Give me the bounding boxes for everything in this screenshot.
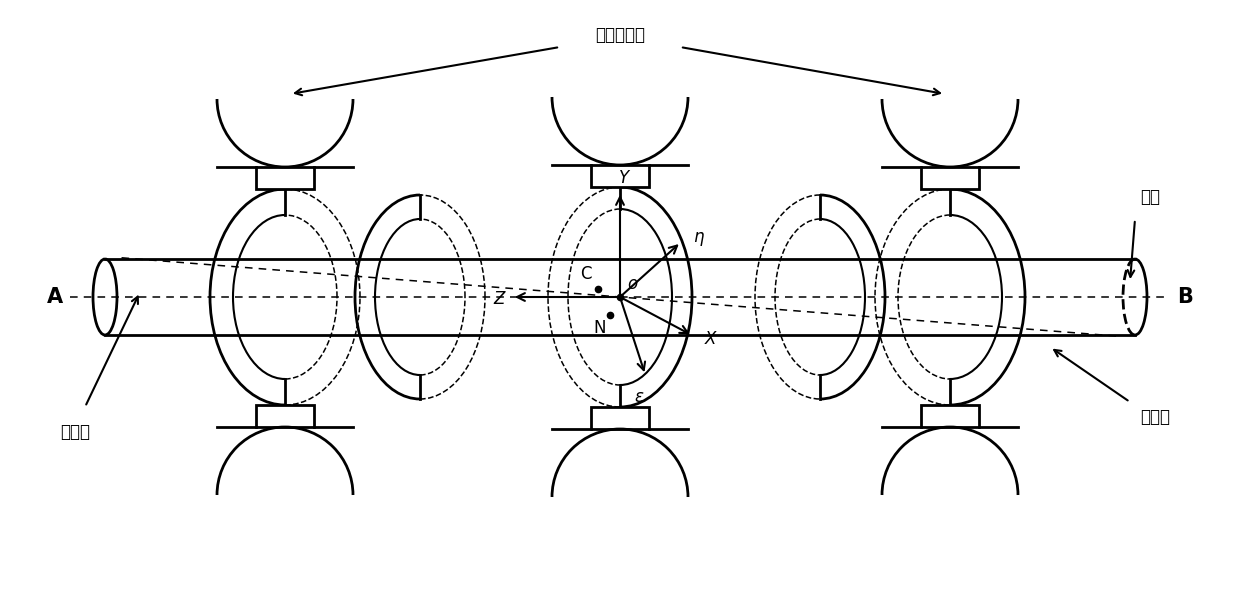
Text: 主动磁轴承: 主动磁轴承 [595, 26, 645, 44]
Bar [591, 407, 649, 429]
Text: Z: Z [494, 290, 505, 308]
Bar [255, 167, 314, 189]
Text: B: B [1177, 287, 1193, 307]
Text: N: N [594, 319, 606, 337]
Text: 几何轴: 几何轴 [60, 423, 91, 441]
Bar [921, 405, 980, 427]
Bar [591, 165, 649, 187]
Text: η: η [693, 228, 703, 246]
Bar [921, 167, 980, 189]
Text: 惯性轴: 惯性轴 [1140, 408, 1171, 426]
Text: A: A [47, 287, 63, 307]
Text: X: X [704, 330, 715, 348]
Text: C: C [580, 265, 591, 283]
Text: o: o [627, 275, 637, 293]
Bar [255, 405, 314, 427]
Text: ε: ε [635, 388, 644, 405]
Text: 转子: 转子 [1140, 188, 1159, 206]
Text: Y: Y [619, 169, 629, 187]
